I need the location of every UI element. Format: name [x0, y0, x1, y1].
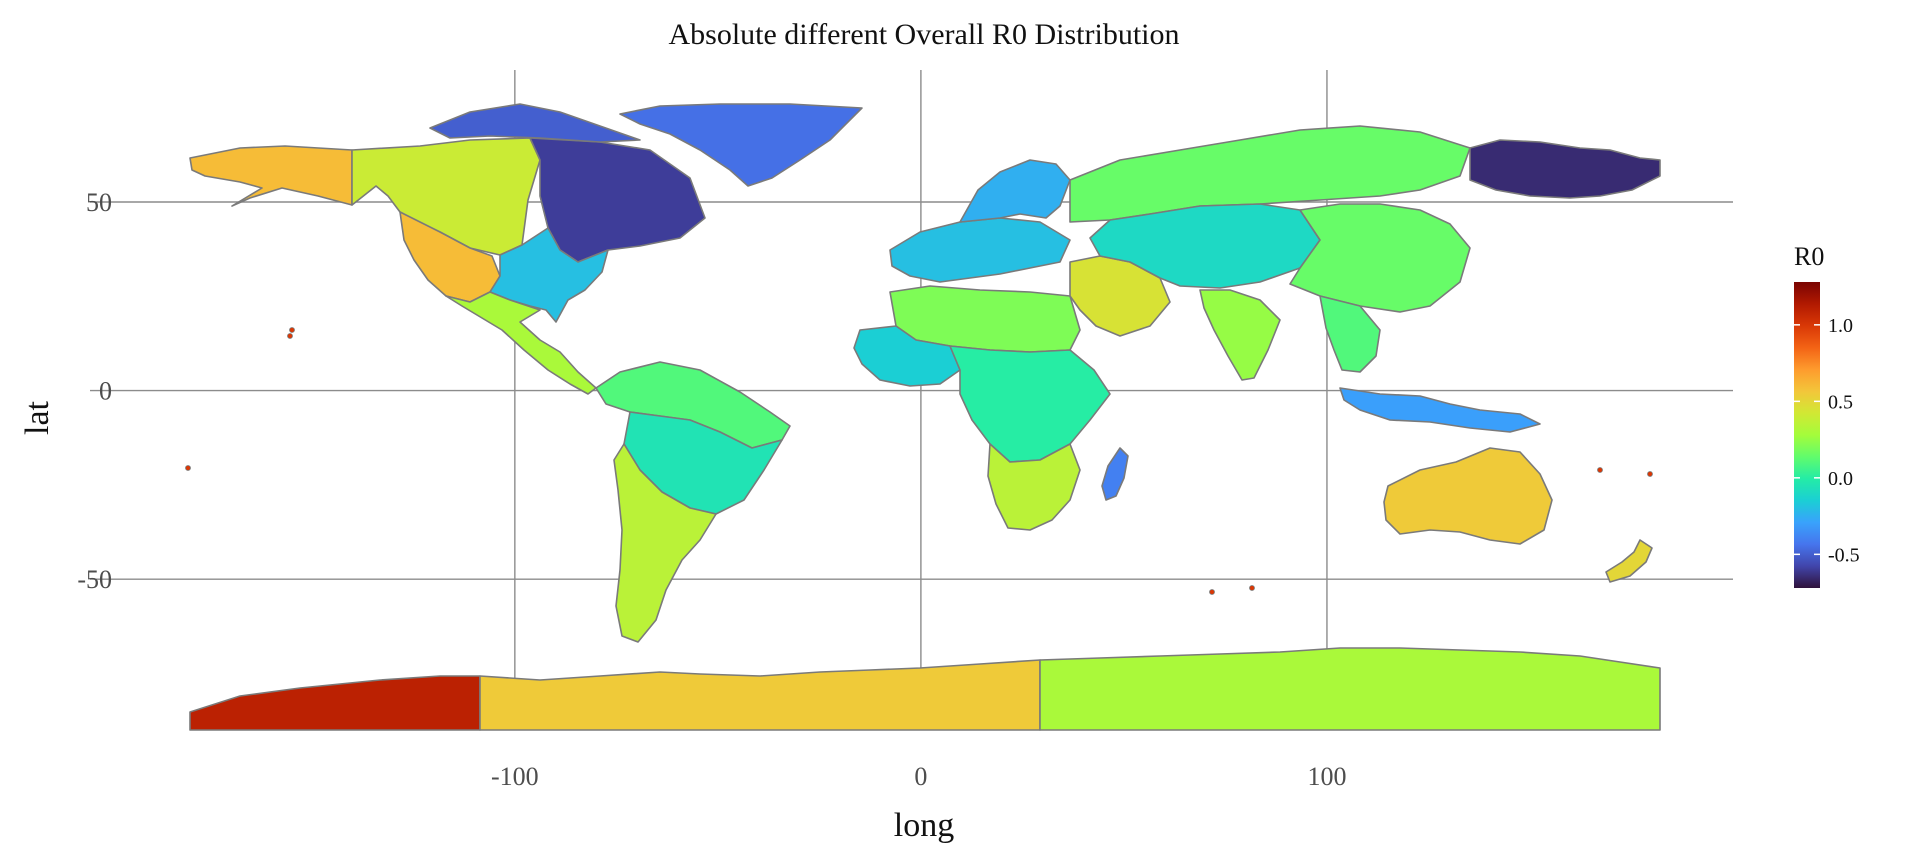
- region-antarctica-west: [189, 675, 481, 731]
- region-greenland: [619, 103, 863, 187]
- legend-colorbar: [1794, 282, 1820, 588]
- island-marker-4: [1597, 467, 1603, 473]
- legend-label--0.5: -0.5: [1828, 544, 1860, 566]
- region-southern-south-america: [613, 443, 717, 643]
- region-central-asia: [1089, 203, 1321, 289]
- legend-title: R0: [1794, 242, 1824, 271]
- land-regions: [185, 103, 1661, 731]
- legend-label-1: 1.0: [1828, 315, 1853, 337]
- region-antarctica-east: [1039, 647, 1661, 731]
- region-scandinavia: [959, 159, 1071, 223]
- island-marker-6: [1209, 589, 1215, 595]
- region-china: [1289, 203, 1471, 313]
- island-marker-1: [289, 327, 295, 333]
- x-tick-0: 0: [914, 762, 927, 791]
- region-australia: [1383, 447, 1553, 545]
- island-marker-3: [1249, 585, 1255, 591]
- y-tick-0: 0: [99, 377, 112, 406]
- region-southern-africa: [987, 443, 1081, 531]
- region-western-north-america: [351, 137, 541, 256]
- y-tick--50: -50: [77, 565, 112, 594]
- legend-label-0.5: 0.5: [1828, 391, 1853, 413]
- region-southeast-asia: [1319, 295, 1381, 373]
- x-tick--100: -100: [491, 762, 539, 791]
- chart-title: Absolute different Overall R0 Distributi…: [668, 18, 1179, 51]
- region-europe: [889, 217, 1071, 283]
- x-axis-title: long: [894, 807, 954, 844]
- region-new-zealand: [1605, 539, 1653, 583]
- island-marker-0: [287, 333, 293, 339]
- region-antarctica-central: [479, 659, 1041, 731]
- region-indonesia: [1339, 387, 1541, 433]
- color-legend: R0 1.0 0.5 0.0 -0.5: [1794, 242, 1860, 588]
- y-axis-title: lat: [19, 400, 56, 435]
- region-india: [1199, 289, 1281, 381]
- region-central-africa: [949, 345, 1111, 463]
- region-mexico-central-america: [445, 291, 597, 395]
- region-alaska: [189, 145, 353, 207]
- region-madagascar: [1101, 447, 1129, 501]
- island-marker-2: [185, 465, 191, 471]
- region-canadian-arctic: [429, 103, 641, 143]
- region-west-africa: [853, 325, 961, 387]
- y-tick-50: 50: [86, 188, 112, 217]
- tick-labels: -100 0 100 -50 0 50: [77, 188, 1346, 791]
- region-eastern-canada: [529, 137, 706, 263]
- region-northeast-siberia: [1469, 139, 1661, 199]
- island-marker-5: [1647, 471, 1653, 477]
- legend-label-0: 0.0: [1828, 468, 1853, 490]
- x-tick-100: 100: [1307, 762, 1346, 791]
